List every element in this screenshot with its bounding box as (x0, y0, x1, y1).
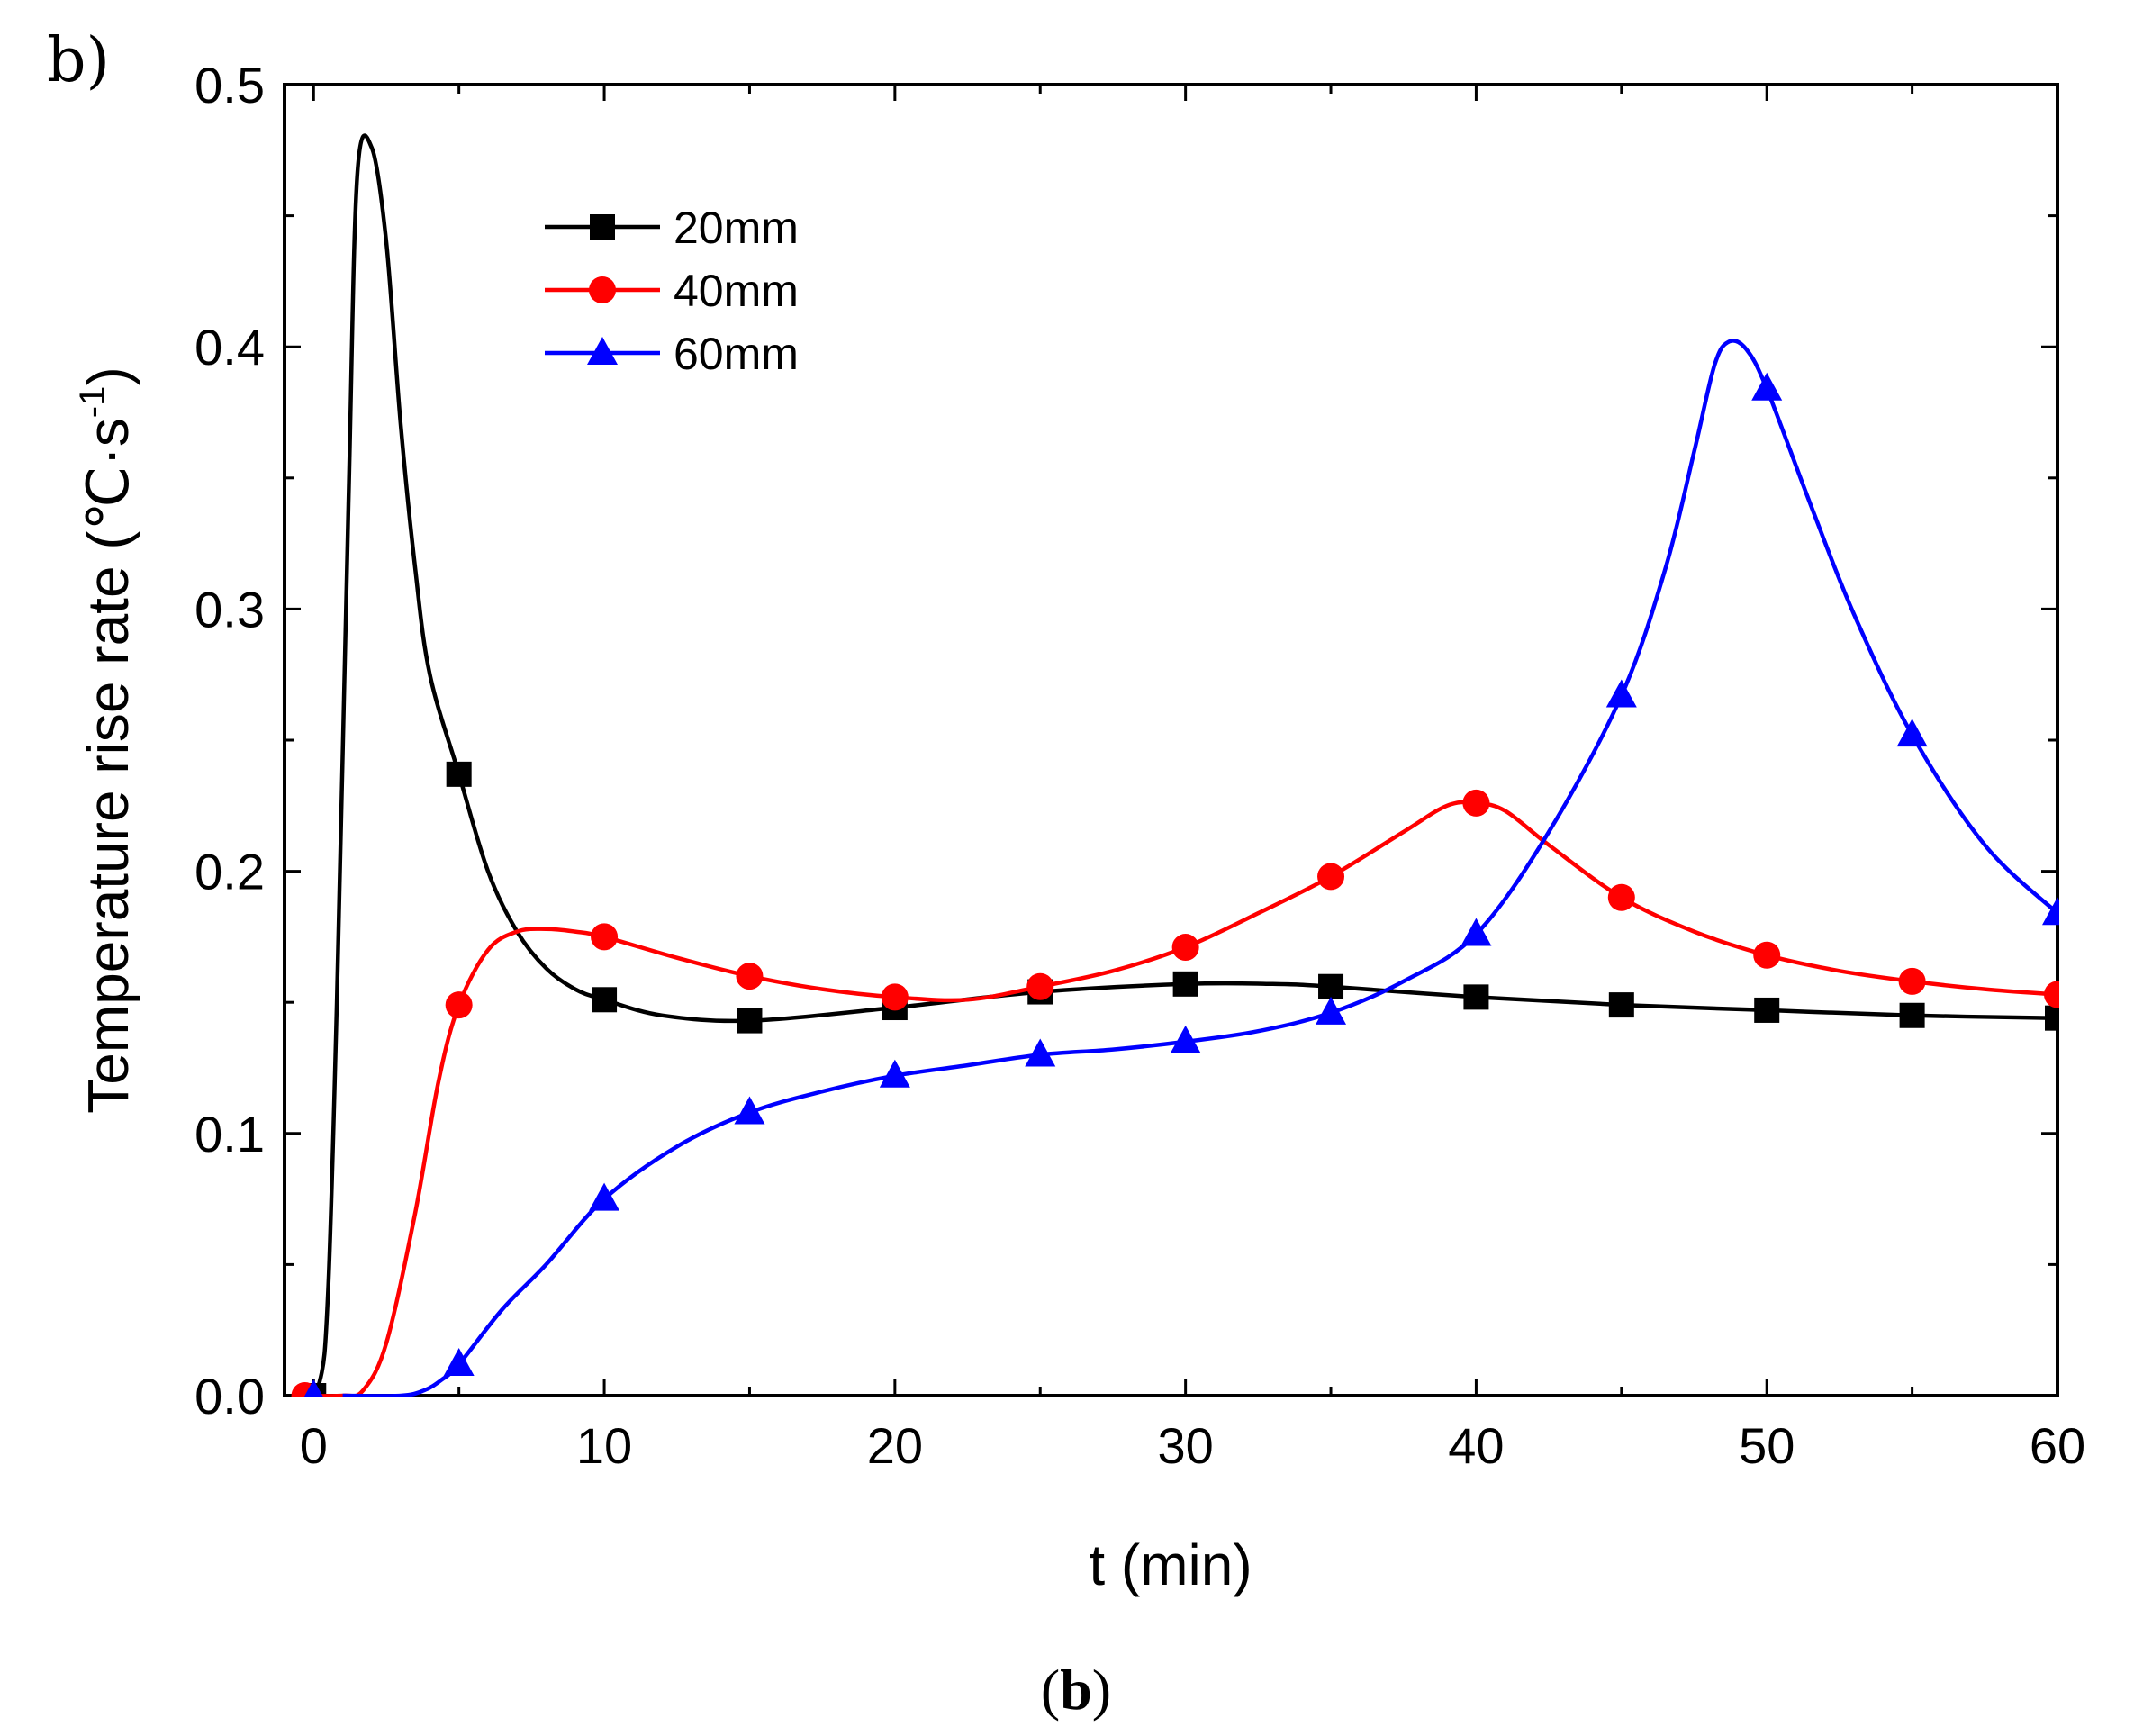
data-point-40mm (1898, 967, 1926, 995)
data-point-20mm (1608, 992, 1634, 1018)
data-point-40mm (881, 983, 909, 1011)
data-point-20mm (737, 1008, 763, 1034)
data-point-20mm (1318, 973, 1344, 999)
caption-letter: b (1060, 1658, 1092, 1722)
data-point-60mm (589, 1182, 620, 1211)
panel-label: b) (47, 25, 110, 96)
data-point-40mm (1026, 972, 1054, 1000)
y-tick-label: 0.4 (194, 319, 265, 375)
y-axis: 0.0 0.1 0.2 0.3 0.4 0.5 (194, 57, 2057, 1424)
data-point-40mm (2044, 981, 2059, 1008)
data-point-20mm (1754, 997, 1780, 1023)
x-tick-label: 50 (1739, 1417, 1795, 1474)
data-point-60mm (734, 1096, 765, 1125)
plot-frame (283, 83, 2059, 1397)
legend-label: 60mm (674, 329, 799, 379)
data-point-60mm (1460, 918, 1492, 946)
legend-label: 20mm (674, 203, 799, 253)
y-tick-label: 0.1 (194, 1106, 265, 1162)
legend: 20mm 40mm 60mm (545, 203, 799, 379)
data-point-60mm (1025, 1038, 1056, 1067)
data-point-20mm (1172, 971, 1198, 997)
data-point-40mm (591, 923, 619, 951)
data-point-40mm (1317, 863, 1345, 891)
legend-label: 40mm (674, 266, 799, 316)
data-point-40mm (1753, 941, 1781, 969)
x-tick-label: 60 (2030, 1417, 2085, 1474)
caption-close: ) (1092, 1658, 1111, 1722)
legend-marker (589, 276, 616, 303)
data-point-60mm (1896, 719, 1928, 747)
data-point-60mm (1605, 679, 1637, 708)
data-point-40mm (445, 991, 473, 1019)
data-point-40mm (1171, 934, 1199, 962)
series-60mm (303, 339, 2059, 1397)
data-point-20mm (1899, 1002, 1925, 1028)
y-axis-title-close: ) (76, 366, 140, 385)
data-point-40mm (1607, 883, 1635, 911)
y-tick-label: 0.3 (194, 581, 265, 637)
data-point-60mm (303, 1379, 324, 1397)
y-axis-title: Temperature rise rate (℃·s-1) (73, 366, 140, 1113)
legend-marker (587, 337, 618, 365)
legend-item-60mm: 60mm (545, 329, 799, 379)
data-point-20mm (1463, 984, 1489, 1010)
x-tick-label: 30 (1157, 1417, 1213, 1474)
data-point-60mm (1751, 372, 1783, 401)
y-tick-label: 0.5 (194, 57, 265, 113)
legend-item-40mm: 40mm (545, 266, 799, 316)
data-point-20mm (592, 987, 618, 1013)
series-40mm (291, 789, 2059, 1397)
y-tick-label: 0.2 (194, 844, 265, 900)
data-point-60mm (443, 1348, 475, 1377)
data-point-60mm (2042, 897, 2059, 926)
x-tick-label: 0 (300, 1417, 328, 1474)
x-tick-label: 20 (867, 1417, 923, 1474)
x-axis-title: t (min) (1089, 1533, 1252, 1597)
data-point-40mm (736, 963, 764, 990)
data-point-40mm (1462, 789, 1490, 817)
data-point-60mm (1170, 1025, 1201, 1053)
x-tick-label: 10 (576, 1417, 632, 1474)
caption-open: ( (1041, 1658, 1060, 1722)
data-point-60mm (1316, 996, 1347, 1025)
legend-marker (590, 214, 615, 240)
series-line-20mm (297, 133, 2058, 1397)
series-line-40mm (299, 800, 2058, 1397)
x-axis: 0 10 20 30 40 50 60 (300, 85, 2085, 1474)
data-point-60mm (879, 1059, 910, 1088)
series-layer (291, 133, 2059, 1397)
data-point-20mm (2045, 1005, 2059, 1031)
y-tick-label: 0.0 (194, 1368, 265, 1424)
figure-caption: (b) (1041, 1658, 1111, 1722)
series-line-60mm (342, 339, 2059, 1397)
y-axis-title-main: Temperature rise rate (℃·s (76, 418, 140, 1114)
series-20mm (297, 133, 2059, 1397)
x-tick-label: 40 (1448, 1417, 1504, 1474)
data-point-20mm (446, 761, 472, 787)
y-axis-title-superscript: -1 (73, 386, 113, 419)
legend-item-20mm: 20mm (545, 203, 799, 253)
